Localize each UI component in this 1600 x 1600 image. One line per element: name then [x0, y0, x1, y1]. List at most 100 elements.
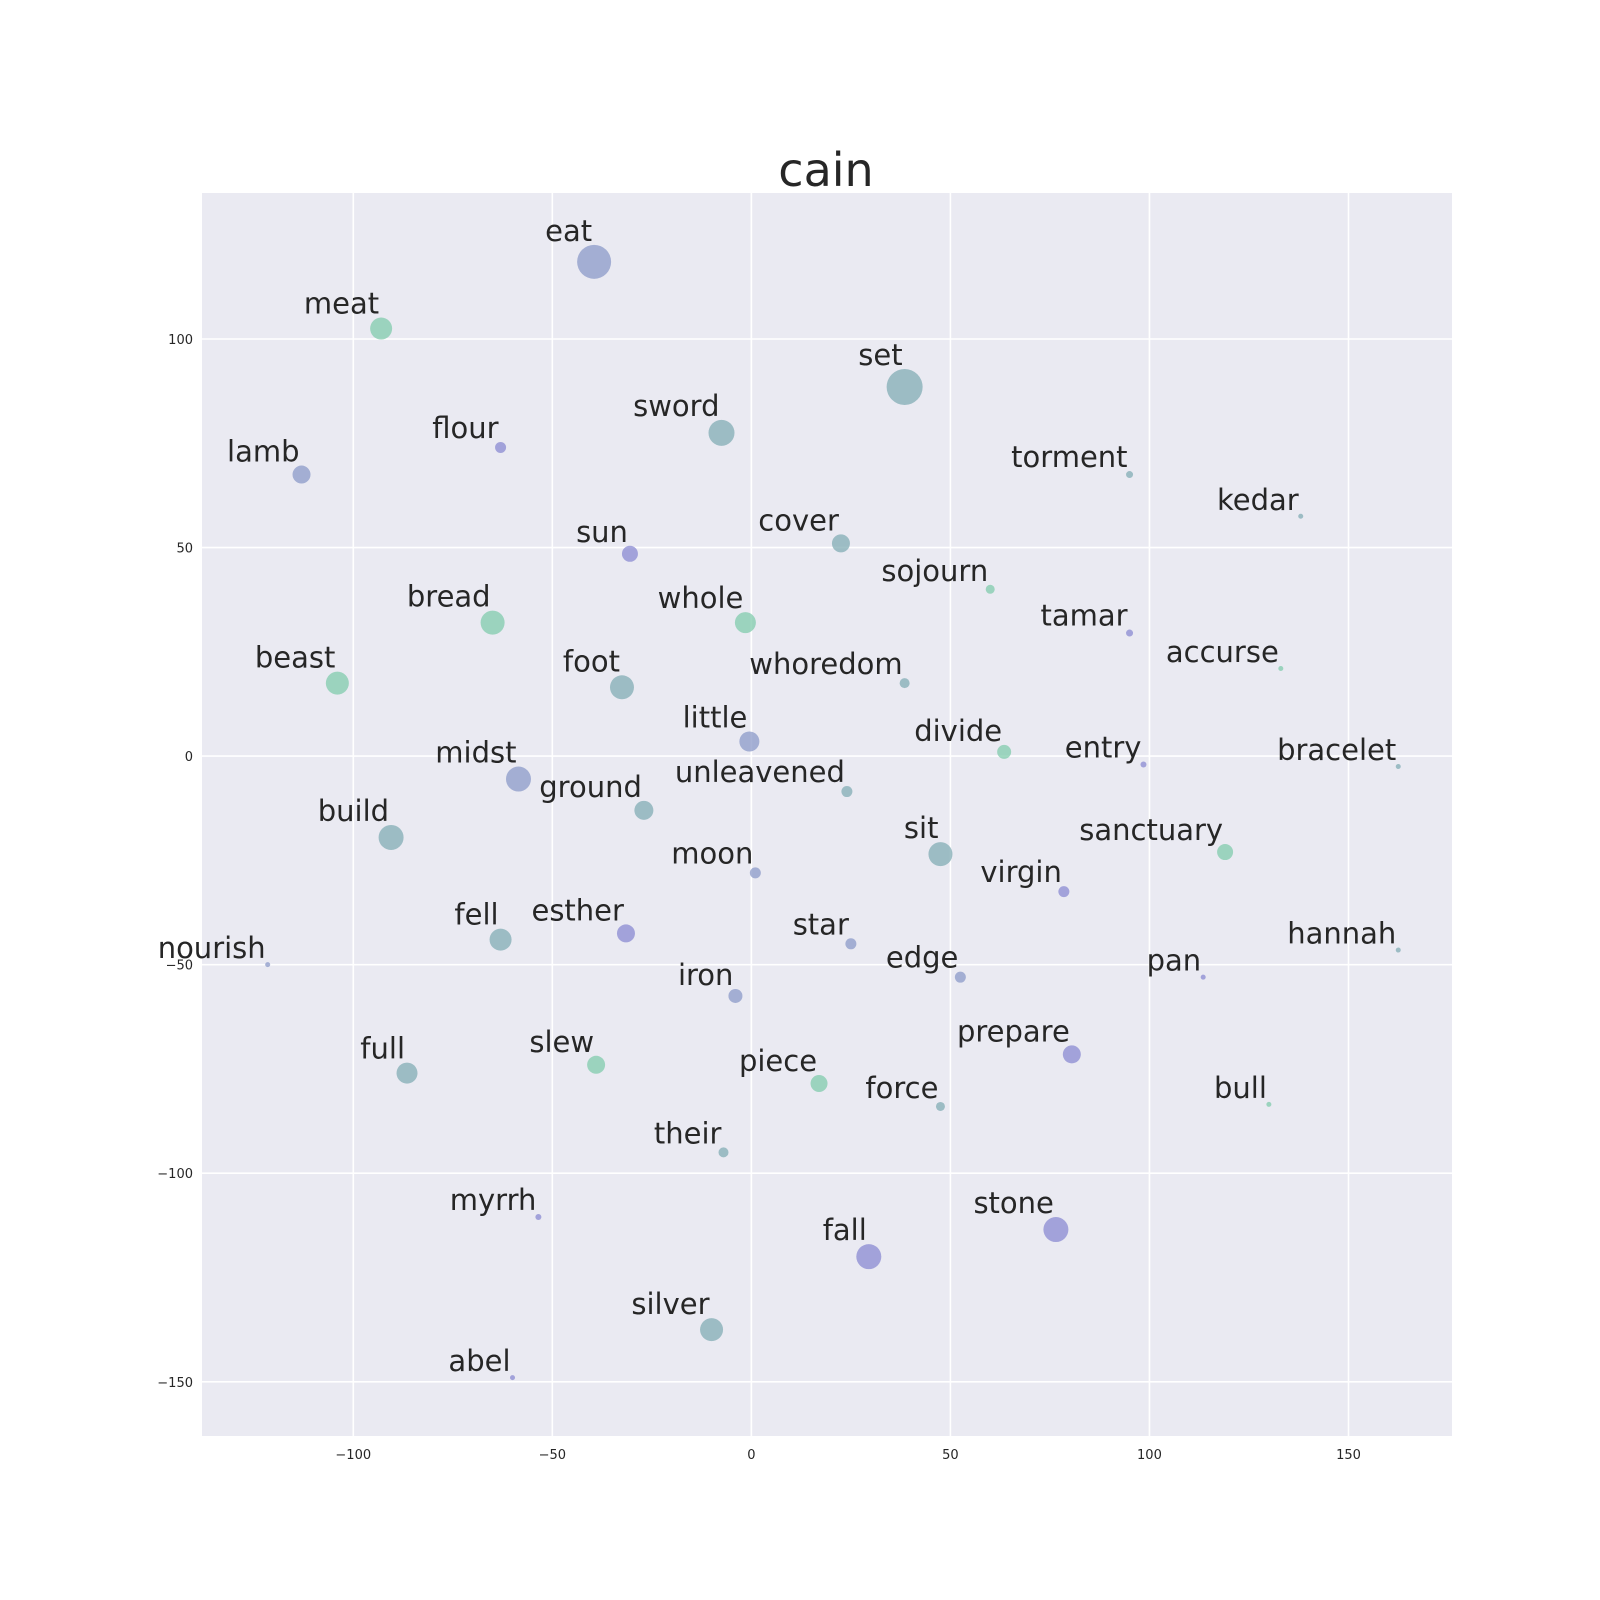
data-point: [708, 419, 735, 446]
y-tick-label: 50: [176, 542, 193, 557]
point-label: tamar: [1040, 599, 1127, 633]
point-label: torment: [1011, 440, 1127, 474]
x-tick-label: 50: [942, 1448, 959, 1463]
data-point: [577, 244, 612, 279]
data-point: [510, 1375, 516, 1381]
data-point: [1043, 1217, 1069, 1243]
x-tick-label: 100: [1137, 1448, 1162, 1463]
point-label: sword: [633, 389, 719, 423]
data-point: [1395, 764, 1401, 770]
point-label: lamb: [227, 435, 300, 469]
data-point: [616, 924, 635, 943]
data-point: [899, 678, 910, 689]
data-point: [396, 1062, 418, 1084]
point-labels: eat meat set sword flour lamb torment kedar sun c…: [158, 214, 1397, 1378]
data-point: [749, 867, 761, 879]
chart-title: cain: [778, 143, 873, 197]
data-point: [1126, 471, 1134, 479]
x-axis-ticks: −100 −50 0 50 100 150: [335, 1448, 1360, 1463]
point-label: ground: [539, 770, 642, 804]
point-label: accurse: [1166, 635, 1279, 669]
point-label: esther: [531, 893, 624, 927]
point-label: full: [360, 1032, 405, 1066]
data-point: [480, 610, 505, 635]
point-label: nourish: [158, 931, 266, 965]
data-point: [1266, 1101, 1272, 1107]
data-point: [954, 971, 966, 983]
data-point: [495, 441, 507, 453]
x-tick-label: −100: [335, 1448, 371, 1463]
data-point: [1140, 761, 1147, 768]
point-label: stone: [973, 1186, 1053, 1220]
point-label: whoredom: [749, 647, 902, 681]
data-point: [378, 824, 404, 850]
point-label: pan: [1147, 944, 1202, 978]
data-point: [886, 368, 923, 405]
y-tick-label: 100: [168, 333, 193, 348]
point-label: force: [865, 1071, 938, 1105]
plot-area: [202, 193, 1452, 1436]
point-label: meat: [304, 287, 379, 321]
point-label: myrrh: [450, 1183, 537, 1217]
point-label: foot: [563, 644, 620, 678]
x-tick-label: 0: [747, 1448, 755, 1463]
data-point: [856, 1244, 882, 1270]
data-point: [841, 786, 853, 798]
data-point: [1395, 947, 1401, 953]
y-axis-ticks: −150 −100 −50 0 50 100: [157, 333, 193, 1391]
point-label: sit: [904, 811, 939, 845]
point-label: hannah: [1287, 917, 1396, 951]
data-point: [325, 671, 349, 695]
y-tick-label: 0: [185, 750, 193, 765]
point-label: sojourn: [881, 554, 988, 588]
point-label: bracelet: [1277, 733, 1396, 767]
y-tick-label: −100: [157, 1167, 193, 1182]
point-label: bull: [1214, 1071, 1267, 1105]
data-point: [718, 1147, 729, 1158]
point-label: virgin: [980, 855, 1061, 889]
point-label: entry: [1065, 730, 1142, 764]
point-label: piece: [739, 1044, 817, 1078]
data-point: [634, 800, 654, 820]
data-point: [935, 1101, 945, 1111]
point-label: set: [858, 338, 902, 372]
data-point: [831, 534, 850, 553]
point-label: moon: [671, 836, 753, 870]
point-label: flour: [432, 411, 498, 445]
data-point: [621, 545, 638, 562]
point-label: little: [683, 701, 748, 735]
point-label: midst: [435, 736, 516, 770]
point-label: beast: [255, 641, 336, 675]
y-tick-label: −50: [166, 959, 193, 974]
point-label: abel: [448, 1344, 510, 1378]
point-label: eat: [545, 214, 592, 248]
x-tick-label: −50: [539, 1448, 566, 1463]
point-label: fell: [454, 898, 498, 932]
data-point: [1062, 1045, 1081, 1064]
x-tick-label: 150: [1336, 1448, 1361, 1463]
data-point: [1278, 666, 1284, 672]
point-label: sun: [576, 515, 628, 549]
point-label: divide: [914, 714, 1002, 748]
grid-lines: [202, 193, 1452, 1436]
point-label: whole: [658, 581, 744, 615]
point-label: iron: [678, 958, 733, 992]
data-point: [265, 962, 271, 968]
point-label: sanctuary: [1079, 813, 1223, 847]
data-point: [609, 675, 634, 700]
data-point: [734, 612, 756, 634]
point-label: star: [793, 907, 849, 941]
data-point: [370, 317, 393, 340]
data-point: [810, 1075, 828, 1093]
point-label: their: [654, 1116, 722, 1150]
data-point: [845, 938, 857, 950]
point-label: bread: [407, 580, 491, 614]
data-point: [985, 584, 995, 594]
point-label: prepare: [957, 1014, 1070, 1048]
point-label: edge: [886, 941, 959, 975]
data-points: [265, 244, 1401, 1381]
data-point: [1058, 886, 1070, 898]
data-point: [535, 1214, 542, 1221]
data-point: [489, 928, 512, 951]
data-point: [997, 744, 1012, 759]
